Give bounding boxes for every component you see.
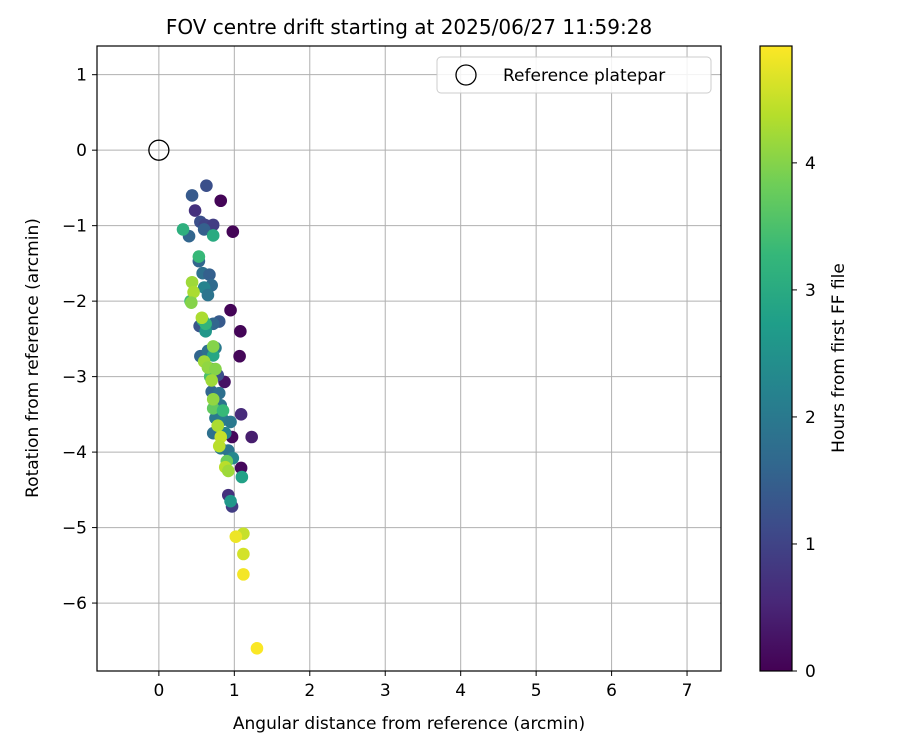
y-axis-ticks: 1 0 −1 −2 −3 −4 −5 −6 [62, 66, 97, 614]
data-point [234, 461, 248, 475]
data-point [201, 288, 215, 302]
data-point [187, 285, 200, 299]
chart-title: FOV centre drift starting at 2025/06/27 … [166, 15, 652, 39]
y-tick-label: 0 [76, 141, 87, 161]
data-point [233, 349, 246, 363]
data-point [235, 470, 249, 484]
data-point [229, 530, 243, 543]
grid [97, 46, 721, 671]
colorbar: 0 1 2 3 4 Hours from first FF file [759, 45, 849, 682]
data-point [224, 303, 237, 317]
colorbar-tick-label: 1 [805, 535, 816, 555]
x-tick-label: 5 [531, 681, 542, 701]
data-point [237, 568, 250, 581]
x-tick-label: 4 [455, 681, 466, 701]
data-point [185, 275, 199, 289]
y-tick-label: −1 [62, 217, 87, 237]
y-tick-label: −2 [62, 292, 87, 312]
colorbar-tick-label: 2 [805, 408, 816, 428]
reference-point-marker [148, 139, 170, 161]
data-point [226, 225, 240, 238]
data-point [203, 268, 216, 282]
y-tick-label: −5 [62, 519, 87, 539]
data-point [214, 194, 228, 208]
data-point [206, 229, 220, 242]
data-point [237, 547, 250, 561]
data-point [221, 464, 235, 478]
data-point [195, 311, 209, 325]
data-point [224, 415, 237, 429]
reference-layer [148, 139, 170, 161]
legend-box [436, 56, 712, 94]
data-point [206, 349, 220, 362]
y-tick-label: 1 [76, 66, 87, 86]
legend-label-reference: Reference platepar [503, 66, 665, 86]
data-point [185, 189, 199, 202]
y-tick-label: −6 [62, 594, 87, 614]
legend: Reference platepar [436, 56, 712, 94]
x-tick-label: 6 [606, 681, 617, 701]
colorbar-label: Hours from first FF file [829, 263, 849, 453]
x-axis-ticks: 0 1 2 3 4 5 6 7 [153, 671, 692, 701]
data-point [234, 325, 247, 338]
data-point [176, 223, 190, 236]
data-point [245, 430, 258, 444]
y-tick-label: −4 [62, 443, 87, 463]
data-point [206, 392, 220, 406]
legend-marker-reference [455, 64, 477, 86]
x-axis-label: Angular distance from reference (arcmin) [233, 714, 585, 734]
colorbar-tick-label: 4 [805, 154, 816, 174]
data-point [205, 374, 218, 387]
data-point [188, 204, 202, 217]
data-point [206, 402, 220, 415]
data-point [212, 439, 226, 453]
scatter-points [176, 179, 264, 655]
data-point [192, 250, 206, 263]
plot-frame [96, 45, 722, 672]
x-tick-label: 1 [229, 681, 240, 701]
y-tick-label: −3 [62, 368, 87, 388]
data-point [206, 340, 220, 353]
x-tick-label: 2 [304, 681, 315, 701]
data-point [224, 494, 237, 508]
x-tick-label: 0 [153, 681, 164, 701]
y-axis-label: Rotation from reference (arcmin) [23, 218, 43, 498]
data-point [197, 223, 211, 236]
x-tick-label: 7 [682, 681, 693, 701]
data-point [211, 419, 225, 432]
data-point [250, 642, 264, 655]
data-point [234, 408, 248, 421]
data-point [216, 404, 230, 417]
data-point [209, 362, 222, 376]
data-point [200, 179, 213, 192]
x-tick-label: 3 [380, 681, 391, 701]
colorbar-fill [759, 45, 793, 672]
colorbar-ticks: 0 1 2 3 4 [792, 154, 816, 682]
data-point [185, 296, 198, 309]
colorbar-tick-label: 0 [805, 662, 816, 682]
colorbar-tick-label: 3 [805, 281, 816, 301]
